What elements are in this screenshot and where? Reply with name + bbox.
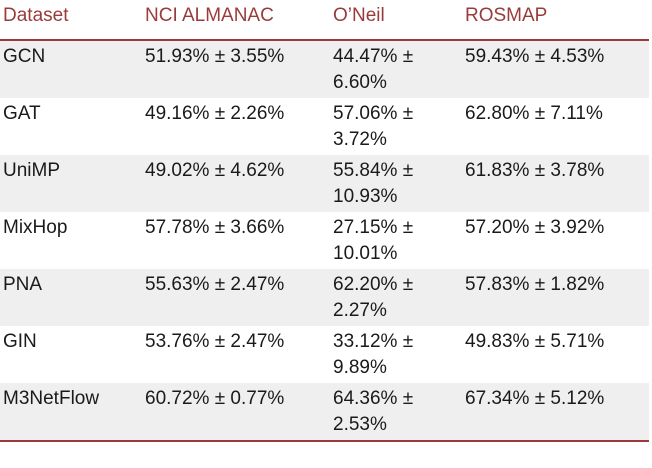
cell-model: GIN	[0, 326, 139, 383]
cell-text: 60.72% ± 0.77%	[145, 388, 285, 409]
header-oneil: O’Neil	[327, 3, 459, 41]
cell-text: 51.93% ± 3.55%	[145, 46, 285, 67]
cell-text: 33.12% ± 9.89%	[333, 331, 414, 378]
cell-text: 44.47% ± 6.60%	[333, 46, 414, 93]
cell-text: 61.83% ± 3.78%	[465, 160, 605, 181]
cell-text: GIN	[3, 331, 37, 352]
cell-text: 57.06% ± 3.72%	[333, 103, 414, 150]
table-row: GAT 49.16% ± 2.26% 57.06% ± 3.72% 62.80%…	[0, 98, 649, 155]
cell-model: GCN	[0, 40, 139, 98]
cell-rosmap: 62.80% ± 7.11%	[459, 98, 649, 155]
cell-text: 62.20% ± 2.27%	[333, 274, 414, 321]
cell-nci-almanac: 60.72% ± 0.77%	[139, 383, 327, 442]
cell-text: 53.76% ± 2.47%	[145, 331, 285, 352]
cell-text: 49.16% ± 2.26%	[145, 103, 285, 124]
cell-text: GCN	[3, 46, 46, 67]
cell-model: M3NetFlow	[0, 383, 139, 442]
header-rosmap: ROSMAP	[459, 3, 649, 41]
table-header: Dataset NCI ALMANAC O’Neil ROSMAP	[0, 3, 649, 41]
cell-model: PNA	[0, 269, 139, 326]
cell-text: MixHop	[3, 217, 68, 238]
cell-text: 49.83% ± 5.71%	[465, 331, 605, 352]
cell-oneil: 64.36% ± 2.53%	[327, 383, 459, 442]
table-row: M3NetFlow 60.72% ± 0.77% 64.36% ± 2.53% …	[0, 383, 649, 442]
cell-nci-almanac: 51.93% ± 3.55%	[139, 40, 327, 98]
cell-text: 57.20% ± 3.92%	[465, 217, 605, 238]
cell-rosmap: 61.83% ± 3.78%	[459, 155, 649, 212]
cell-text: GAT	[3, 103, 41, 124]
cell-text: 55.63% ± 2.47%	[145, 274, 285, 295]
cell-text: M3NetFlow	[3, 388, 100, 409]
cell-model: GAT	[0, 98, 139, 155]
cell-oneil: 27.15% ± 10.01%	[327, 212, 459, 269]
table-row: GIN 53.76% ± 2.47% 33.12% ± 9.89% 49.83%…	[0, 326, 649, 383]
cell-text: 67.34% ± 5.12%	[465, 388, 605, 409]
cell-nci-almanac: 57.78% ± 3.66%	[139, 212, 327, 269]
table-row: GCN 51.93% ± 3.55% 44.47% ± 6.60% 59.43%…	[0, 40, 649, 98]
cell-model: UniMP	[0, 155, 139, 212]
cell-text: 57.83% ± 1.82%	[465, 274, 605, 295]
cell-rosmap: 57.83% ± 1.82%	[459, 269, 649, 326]
cell-nci-almanac: 49.16% ± 2.26%	[139, 98, 327, 155]
cell-text: 49.02% ± 4.62%	[145, 160, 285, 181]
cell-nci-almanac: 49.02% ± 4.62%	[139, 155, 327, 212]
table-row: PNA 55.63% ± 2.47% 62.20% ± 2.27% 57.83%…	[0, 269, 649, 326]
table-body: GCN 51.93% ± 3.55% 44.47% ± 6.60% 59.43%…	[0, 40, 649, 442]
cell-text: 64.36% ± 2.53%	[333, 388, 414, 435]
table-row: MixHop 57.78% ± 3.66% 27.15% ± 10.01% 57…	[0, 212, 649, 269]
header-dataset: Dataset	[0, 3, 139, 41]
header-nci-almanac: NCI ALMANAC	[139, 3, 327, 41]
cell-oneil: 57.06% ± 3.72%	[327, 98, 459, 155]
cell-nci-almanac: 53.76% ± 2.47%	[139, 326, 327, 383]
results-table: Dataset NCI ALMANAC O’Neil ROSMAP GCN 51…	[0, 3, 649, 442]
cell-text: 57.78% ± 3.66%	[145, 217, 285, 238]
cell-rosmap: 59.43% ± 4.53%	[459, 40, 649, 98]
cell-rosmap: 67.34% ± 5.12%	[459, 383, 649, 442]
cell-model: MixHop	[0, 212, 139, 269]
cell-oneil: 33.12% ± 9.89%	[327, 326, 459, 383]
table-row: UniMP 49.02% ± 4.62% 55.84% ± 10.93% 61.…	[0, 155, 649, 212]
cell-text: 62.80% ± 7.11%	[465, 103, 603, 124]
cell-rosmap: 49.83% ± 5.71%	[459, 326, 649, 383]
cell-oneil: 55.84% ± 10.93%	[327, 155, 459, 212]
cell-text: UniMP	[3, 160, 61, 181]
header-row: Dataset NCI ALMANAC O’Neil ROSMAP	[0, 3, 649, 41]
cell-nci-almanac: 55.63% ± 2.47%	[139, 269, 327, 326]
cell-oneil: 62.20% ± 2.27%	[327, 269, 459, 326]
cell-text: PNA	[3, 274, 43, 295]
cell-text: 55.84% ± 10.93%	[333, 160, 414, 207]
cell-oneil: 44.47% ± 6.60%	[327, 40, 459, 98]
cell-rosmap: 57.20% ± 3.92%	[459, 212, 649, 269]
cell-text: 27.15% ± 10.01%	[333, 217, 414, 264]
cell-text: 59.43% ± 4.53%	[465, 46, 605, 67]
